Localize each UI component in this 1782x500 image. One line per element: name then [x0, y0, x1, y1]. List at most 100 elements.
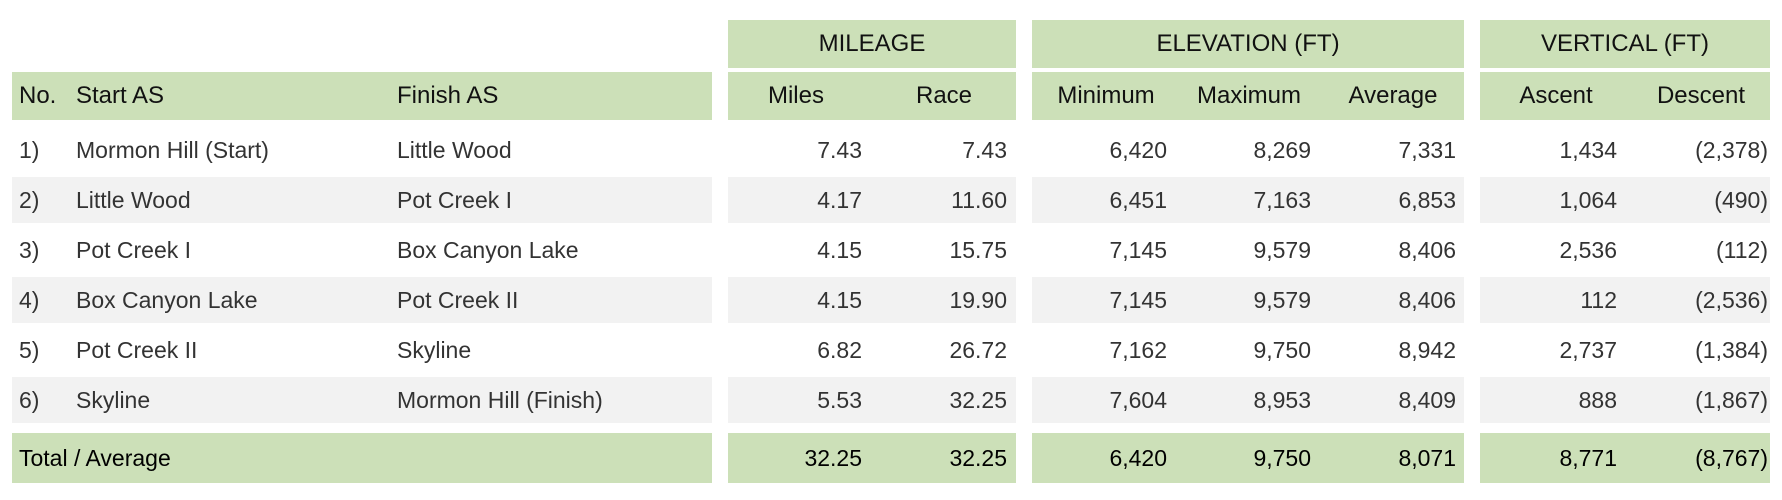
cell-ascent: 888 [1578, 386, 1617, 413]
cell-miles: 7.43 [817, 136, 862, 163]
cell-finish-as: Pot Creek II [397, 286, 519, 313]
column-header-band-left [12, 72, 712, 120]
cell-maximum: 9,750 [1253, 336, 1311, 363]
total-average: 8,071 [1398, 444, 1456, 471]
total-maximum: 9,750 [1253, 444, 1311, 471]
cell-average: 7,331 [1398, 136, 1456, 163]
row-stripe-vertical [1480, 177, 1770, 223]
row-stripe-mileage [728, 377, 1016, 423]
cell-start-as: Pot Creek II [76, 336, 198, 363]
cell-finish-as: Pot Creek I [397, 186, 513, 213]
cell-minimum: 7,145 [1109, 286, 1167, 313]
column-header-minimum: Minimum [1057, 82, 1155, 109]
total-race: 32.25 [949, 444, 1007, 471]
cell-average: 8,409 [1398, 386, 1456, 413]
cell-race: 11.60 [951, 186, 1007, 213]
cell-descent: (112) [1716, 236, 1768, 263]
column-header-finish: Finish AS [397, 82, 499, 109]
row-stripe-mileage [728, 277, 1016, 323]
cell-ascent: 2,737 [1559, 336, 1617, 363]
cell-start-as: Pot Creek I [76, 236, 192, 263]
cell-no: 3) [19, 236, 40, 263]
column-header-average: Average [1348, 82, 1438, 109]
total-band-mileage [728, 433, 1016, 483]
cell-start-as: Little Wood [76, 186, 191, 213]
cell-maximum: 8,953 [1253, 386, 1311, 413]
cell-race: 7.43 [962, 136, 1007, 163]
group-header-elevation: ELEVATION (FT) [1032, 20, 1464, 68]
cell-descent: (1,384) [1695, 336, 1768, 363]
cell-average: 8,406 [1398, 236, 1456, 263]
cell-finish-as: Box Canyon Lake [397, 236, 579, 263]
cell-miles: 6.82 [817, 336, 862, 363]
cell-descent: (2,536) [1695, 286, 1768, 313]
cell-descent: (2,378) [1695, 136, 1768, 163]
row-stripe-elevation [1032, 277, 1464, 323]
column-header-maximum: Maximum [1196, 82, 1301, 109]
column-header-descent: Descent [1656, 82, 1746, 109]
cell-maximum: 8,269 [1253, 136, 1311, 163]
cell-no: 1) [19, 136, 40, 163]
cell-average: 8,406 [1398, 286, 1456, 313]
cell-race: 15.75 [949, 236, 1007, 263]
column-header-band-vertical [1480, 72, 1770, 120]
cell-start-as: Box Canyon Lake [76, 286, 258, 313]
cell-descent: (490) [1714, 186, 1768, 213]
cell-ascent: 1,064 [1559, 186, 1617, 213]
cell-finish-as: Little Wood [397, 136, 512, 163]
row-stripe-vertical [1480, 277, 1770, 323]
group-header-vertical: VERTICAL (FT) [1480, 20, 1770, 68]
row-stripe-left [12, 377, 712, 423]
cell-ascent: 2,536 [1559, 236, 1617, 263]
total-band-elevation [1032, 433, 1464, 483]
cell-ascent: 112 [1580, 286, 1617, 313]
row-stripe-left [12, 277, 712, 323]
cell-race: 32.25 [949, 386, 1007, 413]
cell-miles: 4.17 [817, 186, 862, 213]
cell-miles: 5.53 [817, 386, 862, 413]
total-miles: 32.25 [804, 444, 862, 471]
cell-maximum: 9,579 [1253, 286, 1311, 313]
total-descent: (8,767) [1695, 444, 1768, 471]
total-ascent: 8,771 [1559, 444, 1617, 471]
cell-start-as: Mormon Hill (Start) [76, 136, 269, 163]
column-header-miles: Miles [767, 82, 824, 109]
cell-maximum: 7,163 [1253, 186, 1311, 213]
cell-miles: 4.15 [817, 236, 862, 263]
cell-no: 5) [19, 336, 40, 363]
row-stripe-elevation [1032, 377, 1464, 423]
column-header-ascent: Ascent [1519, 82, 1593, 109]
cell-no: 4) [19, 286, 40, 313]
cell-race: 26.72 [949, 336, 1007, 363]
cell-start-as: Skyline [76, 386, 151, 413]
group-header-mileage: MILEAGE [728, 20, 1016, 68]
cell-minimum: 6,420 [1109, 136, 1167, 163]
column-header-race: Race [915, 82, 973, 109]
cell-minimum: 6,451 [1109, 186, 1167, 213]
cell-minimum: 7,162 [1109, 336, 1167, 363]
total-minimum: 6,420 [1109, 444, 1167, 471]
total-label: Total / Average [19, 444, 171, 471]
cell-maximum: 9,579 [1253, 236, 1311, 263]
cell-miles: 4.15 [817, 286, 862, 313]
cell-average: 8,942 [1398, 336, 1456, 363]
cell-minimum: 7,604 [1109, 386, 1167, 413]
cell-finish-as: Mormon Hill (Finish) [397, 386, 603, 413]
column-header-band-elevation [1032, 72, 1464, 120]
row-stripe-left [12, 177, 712, 223]
cell-no: 2) [19, 186, 40, 213]
cell-descent: (1,867) [1695, 386, 1768, 413]
cell-race: 19.90 [949, 286, 1007, 313]
row-stripe-vertical [1480, 377, 1770, 423]
cell-ascent: 1,434 [1559, 136, 1617, 163]
cell-finish-as: Skyline [397, 336, 472, 363]
total-band-left [12, 433, 712, 483]
row-stripe-elevation [1032, 177, 1464, 223]
cell-average: 6,853 [1398, 186, 1456, 213]
total-band-vertical [1480, 433, 1770, 483]
column-header-start: Start AS [76, 82, 165, 109]
column-header-band-mileage [728, 72, 1016, 120]
cell-minimum: 7,145 [1109, 236, 1167, 263]
cell-no: 6) [19, 386, 40, 413]
